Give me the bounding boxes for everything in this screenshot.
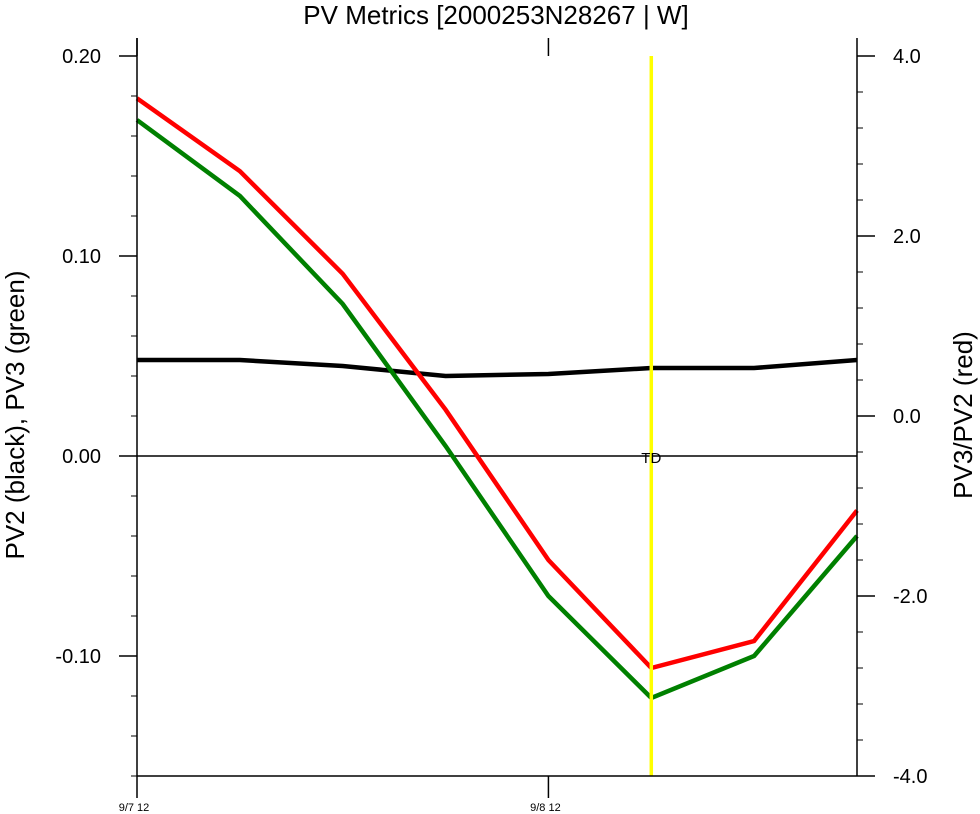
left-tick-label: -0.10	[55, 646, 101, 668]
vertical-marker-group: TD	[641, 56, 661, 776]
left-axis-title: PV2 (black), PV3 (green)	[0, 270, 30, 559]
right-tick-label: 2.0	[893, 226, 921, 248]
marker-label: TD	[641, 450, 661, 467]
right-axis-title: PV3/PV2 (red)	[948, 331, 978, 499]
series-line-2	[135, 96, 859, 671]
left-tick-label: 0.10	[62, 246, 101, 268]
minor-ticks	[131, 55, 863, 777]
plot-frame-group	[136, 38, 858, 777]
left-tick-label: 0.00	[62, 446, 101, 468]
chart-title: PV Metrics [2000253N28267 | W]	[303, 0, 688, 30]
series-line-1	[135, 118, 859, 701]
series-lines	[135, 96, 859, 701]
right-tick-label: 4.0	[893, 46, 921, 68]
right-tick-label: 0.0	[893, 406, 921, 428]
series-line-0	[137, 357, 858, 379]
left-tick-label: 0.20	[62, 46, 101, 68]
tick-labels: 0.20 0.10 0.00 -0.10 4.0 2.0 0.0 -2.0 -4.0 9/7 12…	[55, 38, 927, 814]
right-tick-label: -2.0	[893, 586, 927, 608]
right-tick-label: -4.0	[893, 766, 927, 788]
x-tick-label: 9/7 12	[119, 802, 150, 814]
x-tick-label: 9/8 12	[530, 802, 561, 814]
